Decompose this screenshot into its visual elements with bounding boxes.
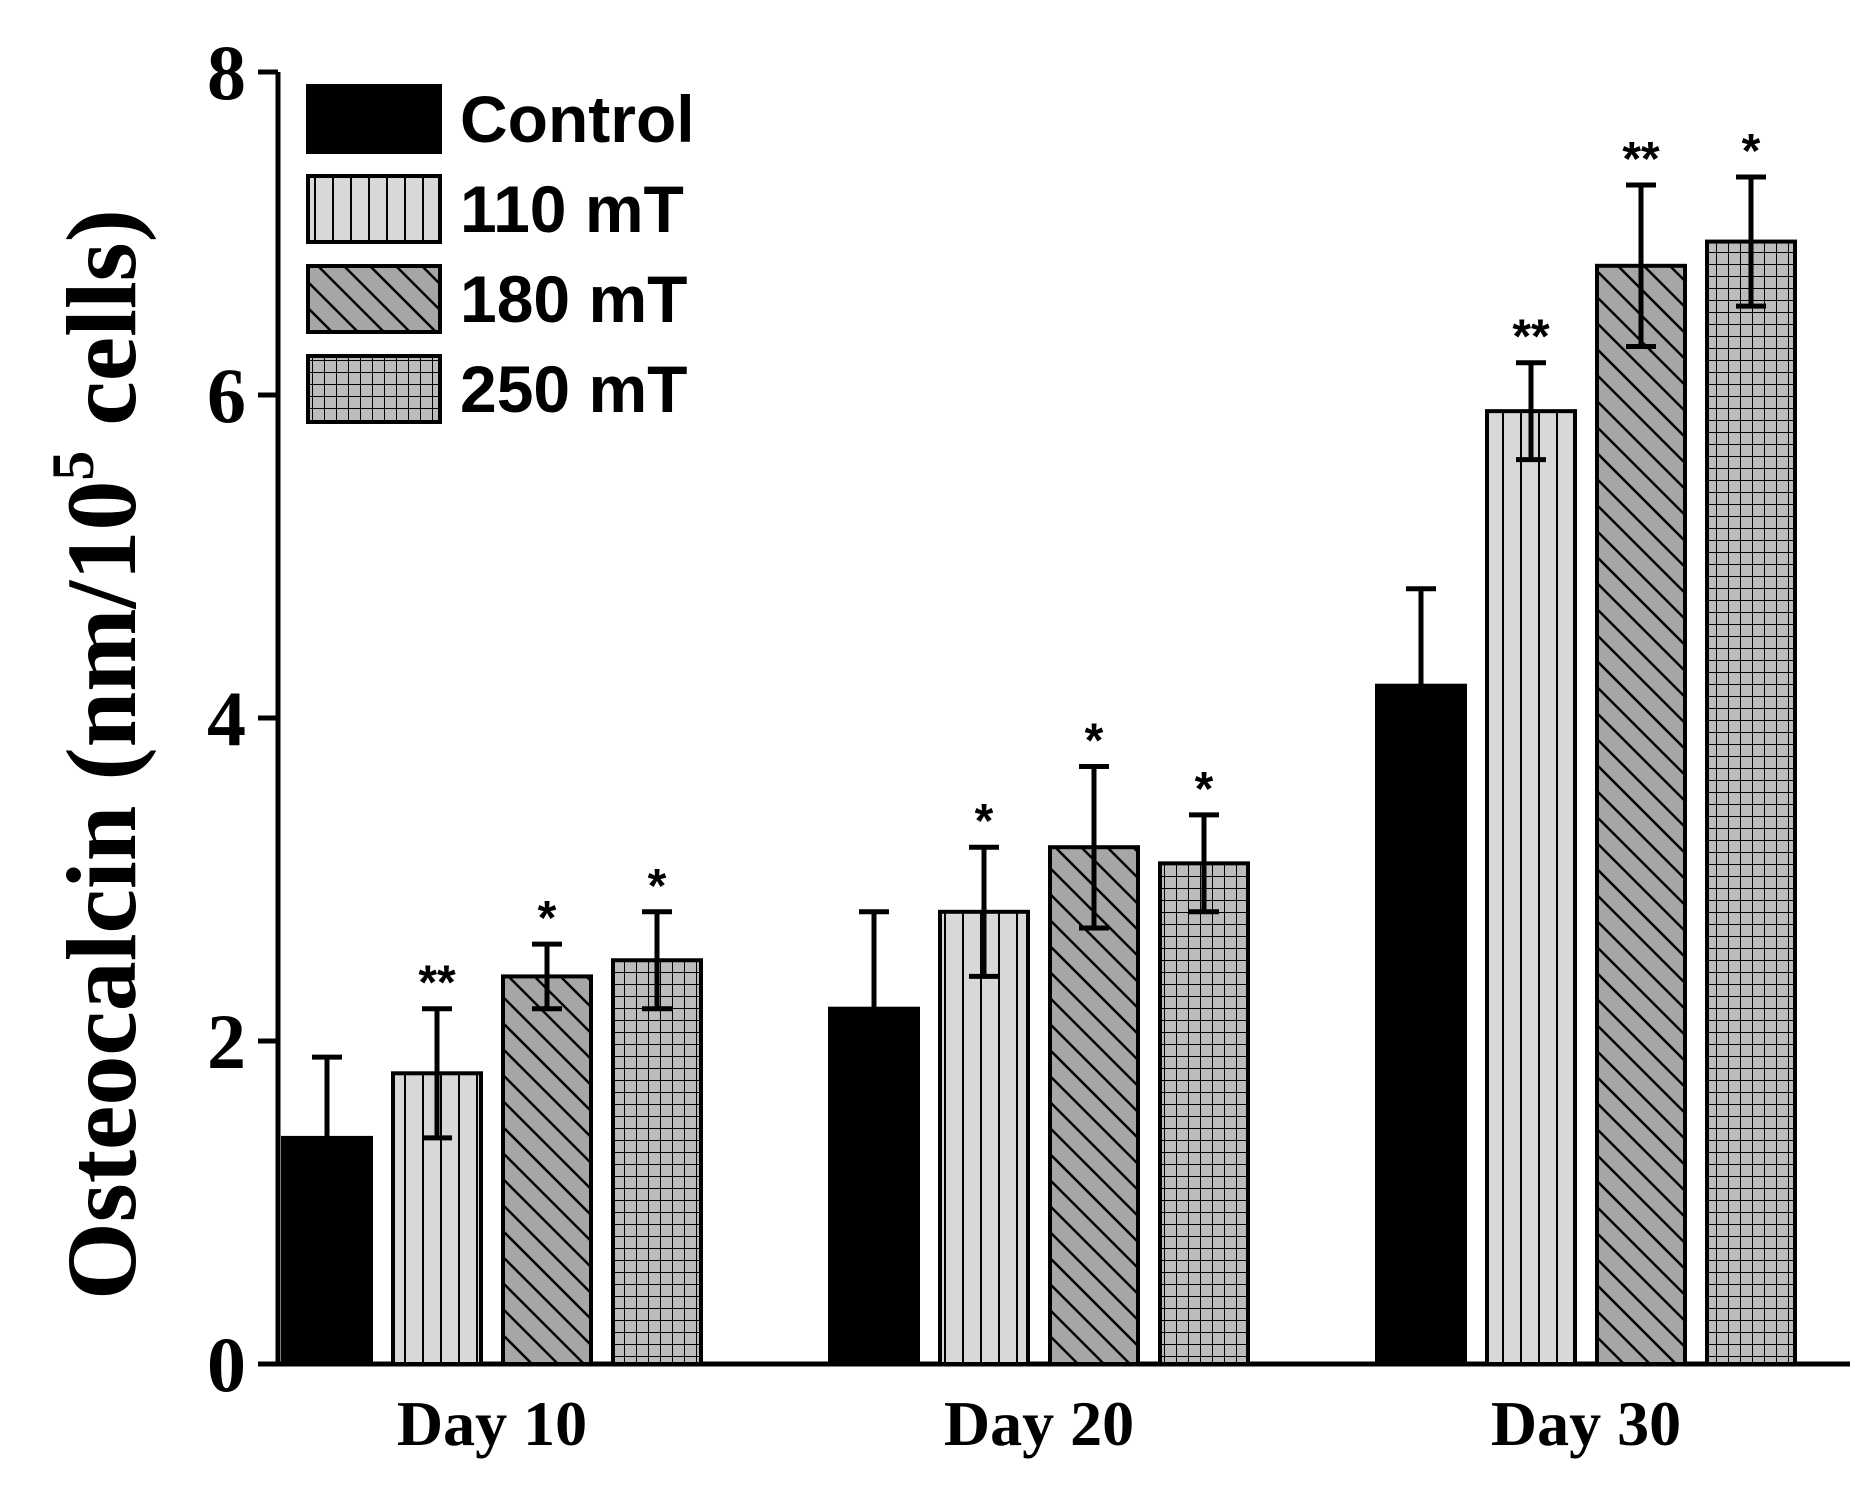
svg-text:Osteocalcin (nm/105 cells): Osteocalcin (nm/105 cells) bbox=[40, 209, 157, 1300]
bar bbox=[611, 958, 703, 1366]
significance-label: ** bbox=[1512, 311, 1550, 364]
legend-label: 180 mT bbox=[460, 262, 687, 336]
bar bbox=[1375, 683, 1467, 1366]
legend-swatch bbox=[306, 174, 442, 244]
bar bbox=[1485, 409, 1577, 1366]
y-axis-title: Osteocalcin (nm/105 cells) bbox=[40, 209, 157, 1300]
error-bars bbox=[312, 174, 1766, 1219]
significance-label: ** bbox=[418, 957, 456, 1010]
legend: Control 110 mT 180 mT 250 mT bbox=[306, 82, 695, 426]
bar bbox=[1048, 845, 1140, 1366]
y-tick-label: 0 bbox=[207, 1321, 246, 1408]
category-labels: Day 10 Day 20 Day 30 bbox=[397, 1388, 1681, 1459]
x-tick-label: Day 30 bbox=[1491, 1388, 1681, 1459]
significance-label: * bbox=[648, 860, 667, 913]
bar bbox=[938, 909, 1030, 1366]
legend-swatch bbox=[306, 264, 442, 334]
y-tick-label: 8 bbox=[207, 29, 246, 116]
significance-label: * bbox=[1195, 763, 1214, 816]
significance-label: * bbox=[1085, 714, 1104, 767]
y-tick-label: 6 bbox=[207, 352, 246, 439]
bar bbox=[501, 974, 593, 1367]
y-ticks: 0 2 4 6 8 bbox=[207, 29, 278, 1408]
bar bbox=[1705, 239, 1797, 1367]
y-tick-label: 2 bbox=[207, 998, 246, 1085]
y-tick-label: 4 bbox=[207, 675, 246, 762]
legend-swatch bbox=[306, 84, 442, 154]
significance-label: * bbox=[538, 892, 557, 945]
significance-label: ** bbox=[1622, 133, 1660, 186]
y-axis-title-main: Osteocalcin (nm/10 bbox=[46, 481, 157, 1300]
y-axis-title-suffix: cells) bbox=[46, 209, 157, 451]
bar bbox=[1595, 263, 1687, 1366]
x-tick-label: Day 20 bbox=[944, 1388, 1134, 1459]
y-axis-title-superscript: 5 bbox=[40, 451, 106, 481]
legend-label: Control bbox=[460, 82, 695, 156]
x-tick-label: Day 10 bbox=[397, 1388, 587, 1459]
legend-label: 250 mT bbox=[460, 352, 687, 426]
legend-swatch bbox=[306, 354, 442, 424]
significance-label: * bbox=[975, 795, 994, 848]
significance-label: * bbox=[1742, 125, 1761, 178]
legend-label: 110 mT bbox=[460, 172, 684, 246]
significance-labels: *********** * bbox=[418, 125, 1760, 1010]
bar bbox=[1158, 861, 1250, 1366]
